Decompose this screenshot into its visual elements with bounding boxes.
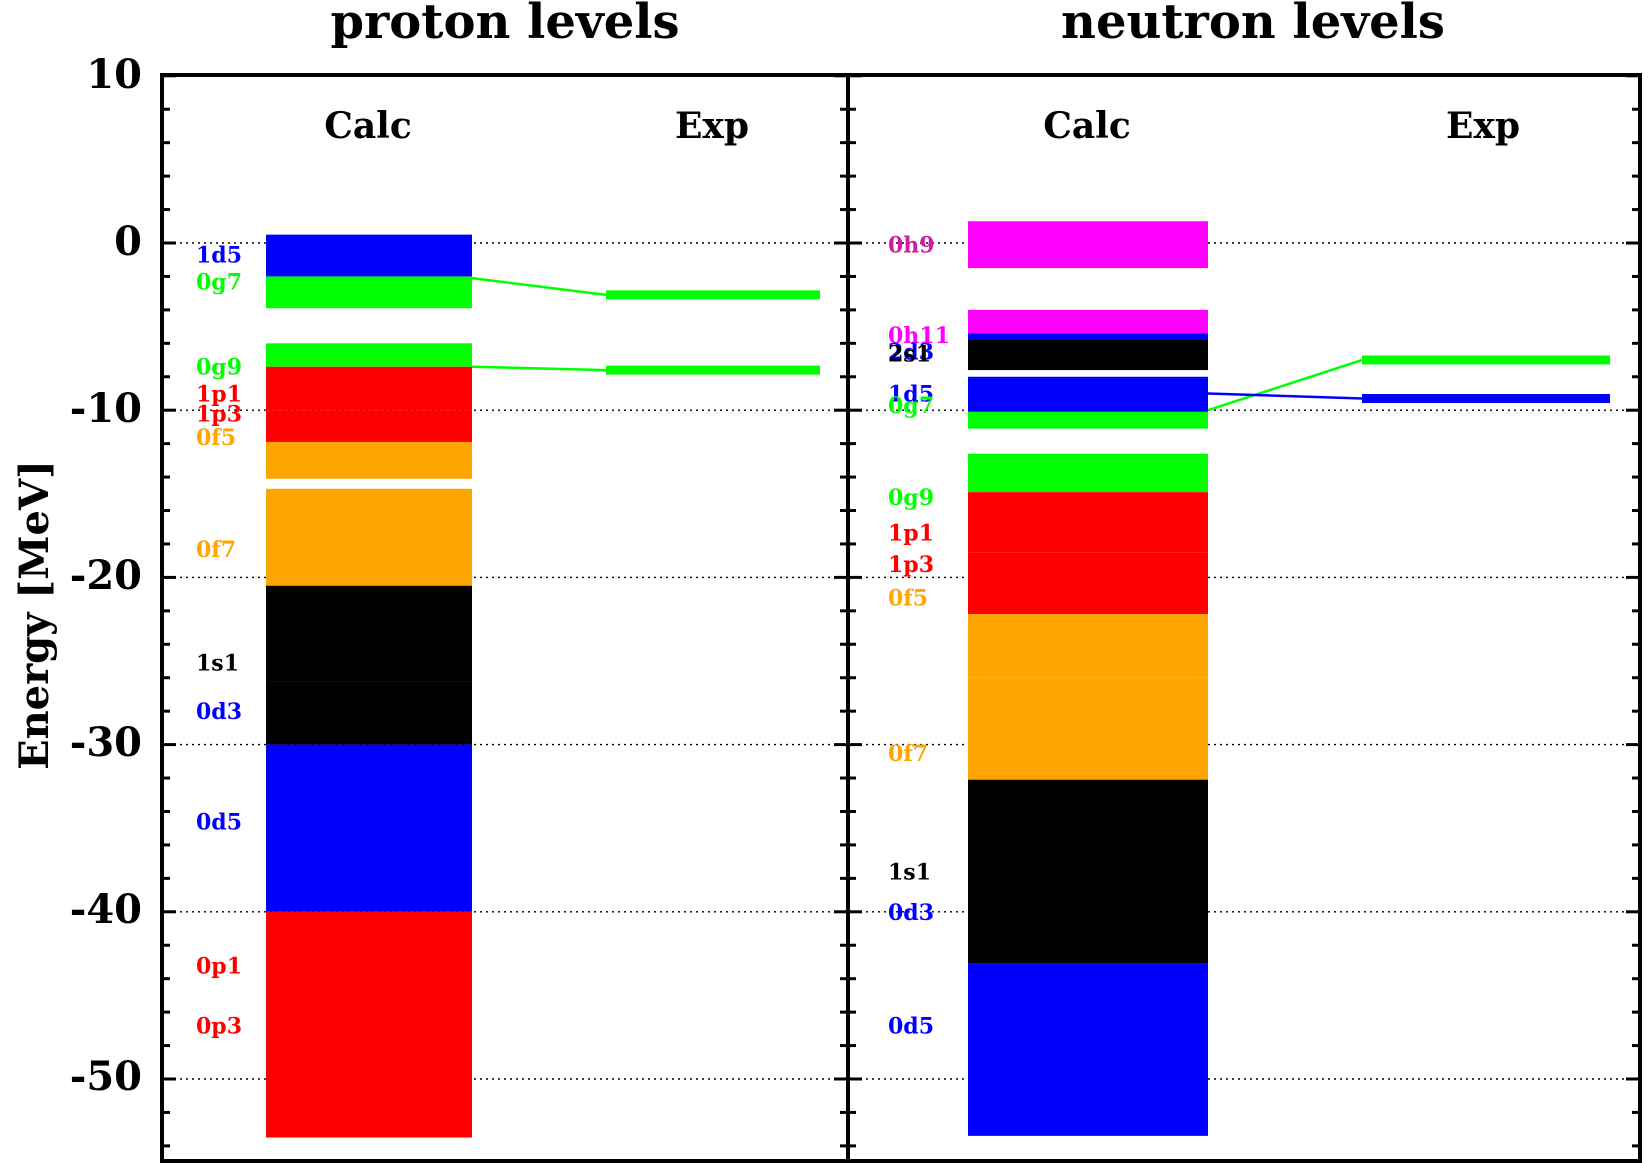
y-tick-label: 0 bbox=[114, 218, 142, 265]
level-label: 2d3 bbox=[888, 340, 934, 366]
level-label: 0d5 bbox=[196, 810, 242, 836]
level-label: 0h11 bbox=[888, 323, 950, 349]
level-bar bbox=[968, 221, 1208, 269]
level-label: 0p1 bbox=[196, 953, 242, 979]
y-tick-label: -10 bbox=[70, 385, 142, 432]
level-label: 0p3 bbox=[196, 1013, 242, 1039]
plot-frame bbox=[160, 73, 1642, 1163]
panel-frame bbox=[846, 73, 1642, 1163]
level-bar bbox=[266, 488, 472, 586]
level-bar bbox=[266, 234, 472, 277]
level-bar bbox=[266, 911, 472, 1079]
level-bars bbox=[266, 221, 1208, 1138]
level-label: 0g9 bbox=[196, 355, 242, 381]
level-bar bbox=[968, 309, 1208, 334]
level-bar bbox=[266, 441, 472, 479]
level-labels: 1d50g70g91p11p30f50f71s10d30d50p10p30h90… bbox=[196, 233, 950, 1040]
column-label-proton-exp: Exp bbox=[675, 105, 749, 147]
y-tick-label: -30 bbox=[70, 719, 142, 766]
level-label: 0d3 bbox=[888, 900, 934, 926]
level-label: 1d5 bbox=[196, 243, 242, 269]
level-bar bbox=[266, 744, 472, 912]
level-label: 0g9 bbox=[888, 485, 934, 511]
level-label: 1p1 bbox=[196, 381, 242, 407]
level-bar bbox=[968, 339, 1208, 371]
level-label: 0h9 bbox=[888, 233, 935, 259]
level-bar bbox=[968, 376, 1208, 412]
level-bar bbox=[968, 614, 1208, 678]
y-tick-label: 10 bbox=[86, 51, 142, 98]
level-bar bbox=[968, 411, 1208, 429]
level-bar bbox=[968, 453, 1208, 493]
level-label: 1s1 bbox=[888, 860, 931, 886]
level-label: 0f7 bbox=[888, 741, 928, 767]
level-bar bbox=[266, 681, 472, 745]
level-label: 0d3 bbox=[196, 699, 242, 725]
column-label-neutron-calc: Calc bbox=[1043, 105, 1131, 147]
y-tick-label: -20 bbox=[70, 552, 142, 599]
column-label-proton-calc: Calc bbox=[324, 105, 412, 147]
level-bar bbox=[266, 410, 472, 442]
connector-line bbox=[1207, 392, 1363, 400]
level-label: 0g7 bbox=[196, 269, 242, 295]
panel-frame bbox=[160, 73, 850, 1163]
connector-line bbox=[471, 276, 607, 297]
level-bar bbox=[968, 963, 1208, 1136]
experimental-levels bbox=[471, 276, 1610, 412]
level-label: 0f7 bbox=[196, 537, 236, 563]
level-bar bbox=[266, 343, 472, 367]
level-label: 0f5 bbox=[196, 425, 236, 451]
level-label: 0g7 bbox=[888, 393, 934, 419]
level-bar bbox=[266, 585, 472, 682]
level-label: 1p3 bbox=[888, 552, 934, 578]
connector-line bbox=[1207, 358, 1363, 412]
connector-line bbox=[471, 365, 607, 372]
level-bar bbox=[968, 552, 1208, 615]
level-label: 1d5 bbox=[888, 381, 934, 407]
panel-title-neutron: neutron levels bbox=[1061, 0, 1445, 50]
y-tick-label: -40 bbox=[70, 886, 142, 933]
level-bar bbox=[968, 492, 1208, 553]
level-bar bbox=[266, 1079, 472, 1138]
column-label-neutron-exp: Exp bbox=[1446, 105, 1520, 147]
level-bar bbox=[968, 779, 1208, 870]
level-label: 2s1 bbox=[888, 341, 931, 367]
level-label: 0f5 bbox=[888, 585, 928, 611]
level-bar bbox=[968, 333, 1208, 340]
level-bar bbox=[266, 276, 472, 309]
level-bar bbox=[968, 870, 1208, 964]
level-label: 1s1 bbox=[196, 651, 239, 677]
y-tick-label: -50 bbox=[70, 1053, 142, 1100]
level-label: 1p3 bbox=[196, 402, 242, 428]
panel-title-proton: proton levels bbox=[330, 0, 679, 50]
level-bar bbox=[968, 677, 1208, 780]
level-label: 0d5 bbox=[888, 1013, 934, 1039]
y-axis-label: Energy [MeV] bbox=[11, 460, 58, 770]
level-bar bbox=[266, 366, 472, 411]
level-label: 1p1 bbox=[888, 520, 934, 546]
